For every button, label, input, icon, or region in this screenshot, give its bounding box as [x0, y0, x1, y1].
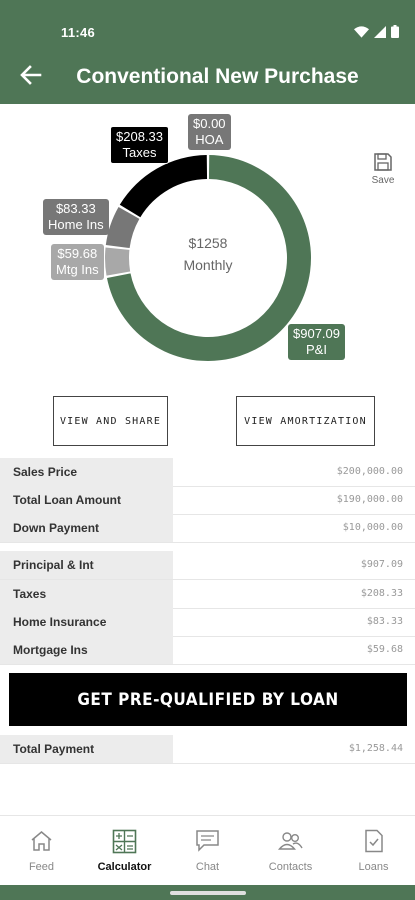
save-label: Save: [371, 175, 395, 186]
row-label: Mortgage Ins: [0, 636, 173, 664]
pi-value: $907.09: [293, 326, 340, 341]
donut-slice-mtg-ins[interactable]: [105, 247, 131, 276]
get-prequalified-label: GET PRE-QUALIFIED BY LOAN: [77, 689, 339, 710]
row-value: $190,000.00: [336, 494, 403, 505]
save-button[interactable]: Save: [370, 152, 396, 186]
row-value: $83.33: [366, 616, 403, 627]
nav-label: Calculator: [97, 861, 152, 873]
page-title: Conventional New Purchase: [76, 65, 359, 88]
slice-label-taxes: $208.33 Taxes: [110, 126, 169, 164]
nav-item-loans[interactable]: Loans: [332, 816, 415, 886]
table-row: Mortgage Ins $59.68: [0, 636, 415, 665]
slice-label-home-ins: $83.33 Home Ins: [43, 199, 109, 235]
home-ins-name: Home Ins: [48, 217, 104, 232]
slice-label-hoa: $0.00 HOA: [188, 114, 231, 150]
nav-label: Feed: [28, 861, 55, 873]
total-value: $1,258.44: [348, 743, 403, 754]
donut-slice-home-ins[interactable]: [105, 206, 140, 249]
row-label: Principal & Int: [0, 551, 173, 579]
table-row: Home Insurance $83.33: [0, 608, 415, 637]
view-amortization-button[interactable]: VIEW AMORTIZATION: [236, 396, 375, 446]
hoa-value: $0.00: [193, 116, 226, 131]
chat-icon: [196, 830, 219, 852]
taxes-value: $208.33: [116, 129, 163, 144]
view-and-share-label: VIEW AND SHARE: [59, 415, 162, 427]
bottom-navigation: Feed Calculator Chat Contacts Loans: [0, 815, 415, 886]
nav-label: Chat: [195, 861, 220, 873]
mtg-ins-value: $59.68: [57, 246, 98, 261]
table-row: Taxes $208.33: [0, 580, 415, 609]
view-and-share-button[interactable]: VIEW AND SHARE: [53, 396, 168, 446]
row-label: Total Loan Amount: [0, 486, 173, 514]
floppy-disk-icon: [374, 153, 392, 171]
donut-center-value: $1258: [189, 235, 228, 251]
loans-icon: [365, 829, 383, 853]
home-icon: [31, 831, 52, 851]
nav-item-feed[interactable]: Feed: [0, 816, 83, 886]
system-navigation-bar: [0, 885, 415, 900]
donut-slice-taxes[interactable]: [119, 155, 208, 218]
home-ins-value: $83.33: [55, 201, 96, 216]
row-value: $208.33: [360, 588, 403, 599]
back-arrow-icon[interactable]: [18, 62, 44, 88]
hoa-name: HOA: [195, 132, 224, 147]
calculator-icon: [112, 829, 137, 854]
row-label: Taxes: [0, 580, 173, 608]
get-prequalified-button[interactable]: GET PRE-QUALIFIED BY LOAN: [9, 673, 407, 726]
row-value: $10,000.00: [342, 522, 403, 533]
view-amortization-label: VIEW AMORTIZATION: [244, 415, 367, 427]
row-label: Sales Price: [0, 458, 173, 486]
nav-item-calculator[interactable]: Calculator: [83, 816, 166, 886]
table-row: Down Payment $10,000.00: [0, 514, 415, 543]
status-icons: [354, 25, 399, 38]
row-label: Down Payment: [0, 514, 173, 542]
pi-name: P&I: [306, 342, 327, 357]
total-label: Total Payment: [0, 735, 173, 763]
status-time: 11:46: [61, 25, 96, 40]
table-row: Principal & Int $907.09: [0, 551, 415, 580]
nav-item-contacts[interactable]: Contacts: [249, 816, 332, 886]
row-value: $907.09: [360, 559, 403, 570]
total-row: Total Payment $1,258.44: [0, 735, 415, 764]
home-gesture-handle[interactable]: [170, 891, 246, 895]
payment-donut-chart: $1258 Monthly $0.00 HOA $208.33 Taxes $8…: [0, 104, 415, 394]
slice-label-pi: $907.09 P&I: [288, 324, 345, 360]
table-row: Total Loan Amount $190,000.00: [0, 486, 415, 515]
row-label: Home Insurance: [0, 608, 173, 636]
table-row: Sales Price $200,000.00: [0, 458, 415, 487]
donut-svg: $1258 Monthly: [105, 155, 312, 361]
mtg-ins-name: Mtg Ins: [56, 262, 99, 277]
row-value: $59.68: [366, 644, 403, 655]
nav-item-chat[interactable]: Chat: [166, 816, 249, 886]
status-bar: 11:46: [0, 0, 415, 48]
nav-label: Contacts: [268, 861, 313, 873]
row-value: $200,000.00: [336, 466, 403, 477]
taxes-name: Taxes: [122, 145, 157, 160]
nav-label: Loans: [358, 861, 389, 873]
contacts-icon: [278, 832, 303, 850]
slice-label-mtg-ins: $59.68 Mtg Ins: [51, 244, 104, 280]
app-bar: Conventional New Purchase: [0, 48, 415, 104]
wifi-icon: [354, 25, 369, 38]
battery-icon: [391, 25, 399, 38]
donut-center-label: Monthly: [183, 257, 232, 273]
cell-signal-icon: [374, 25, 386, 38]
